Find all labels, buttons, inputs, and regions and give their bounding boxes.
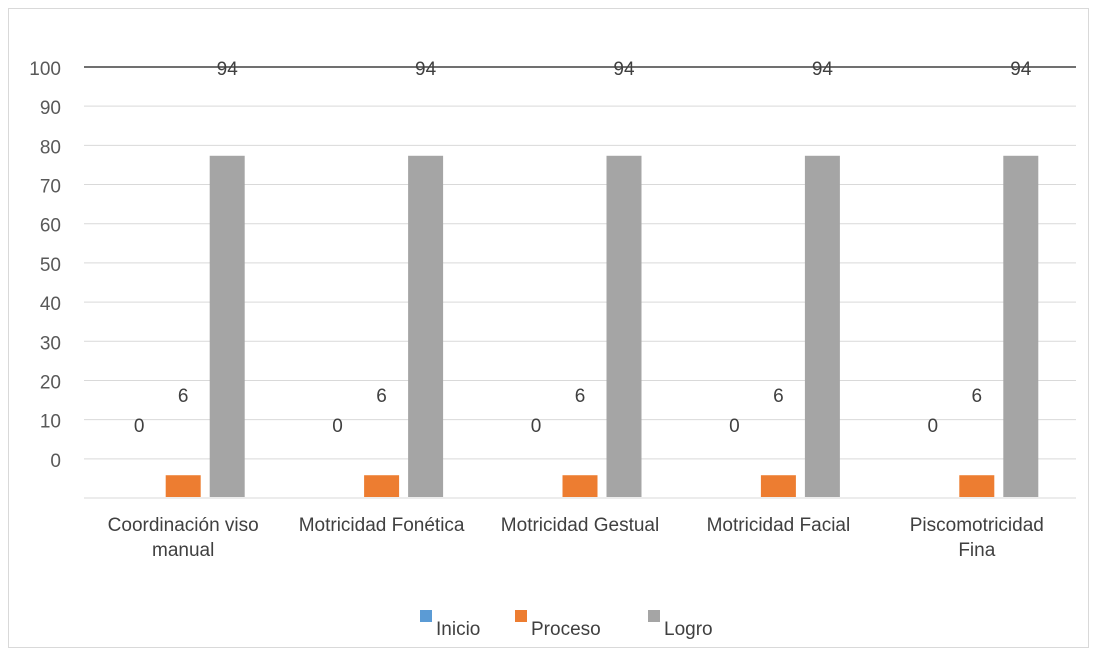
- data-label-inicio: 0: [134, 416, 145, 437]
- bars: [165, 155, 1039, 497]
- data-label-inicio: 0: [928, 416, 939, 437]
- bar-logro: [606, 155, 642, 497]
- data-label-logro: 94: [415, 59, 437, 80]
- x-category-label: Motricidad Facial: [707, 515, 851, 536]
- x-category-label: Motricidad Fonética: [299, 515, 465, 536]
- chart-frame: 0 10 20 30 40 50 60 70 80 90 100 0 6 94 0 6 94 0 6 94 0 6 94 0…: [8, 8, 1089, 648]
- legend-swatch-inicio: [420, 610, 432, 622]
- gridlines: [84, 66, 1076, 499]
- legend: Inicio Proceso Logro: [420, 610, 713, 640]
- data-label-proceso: 6: [773, 386, 784, 407]
- x-category-label: Motricidad Gestual: [501, 515, 659, 536]
- y-tick-label: 30: [40, 333, 61, 354]
- data-label-logro: 94: [613, 59, 635, 80]
- y-tick-label: 0: [50, 451, 61, 472]
- y-tick-label: 10: [40, 412, 61, 433]
- data-label-logro: 94: [217, 59, 239, 80]
- data-label-proceso: 6: [376, 386, 387, 407]
- data-label-proceso: 6: [575, 386, 586, 407]
- y-axis-ticks: 0 10 20 30 40 50 60 70 80 90 100: [29, 59, 61, 472]
- y-tick-label: 70: [40, 177, 61, 198]
- category-labels: Coordinación viso manual Motricidad Fonéti…: [108, 515, 1044, 561]
- legend-label-inicio: Inicio: [436, 619, 480, 640]
- y-tick-label: 100: [29, 59, 61, 80]
- legend-label-logro: Logro: [664, 619, 713, 640]
- data-label-inicio: 0: [729, 416, 740, 437]
- y-tick-label: 60: [40, 216, 61, 237]
- y-tick-label: 50: [40, 255, 61, 276]
- x-category-label: Coordinación viso: [108, 515, 259, 536]
- y-tick-label: 80: [40, 137, 61, 158]
- x-category-label: Piscomotricidad: [910, 515, 1044, 536]
- y-tick-label: 40: [40, 294, 61, 315]
- legend-swatch-proceso: [515, 610, 527, 622]
- bar-proceso: [760, 475, 796, 497]
- bar-logro: [804, 155, 840, 497]
- bar-proceso: [165, 475, 201, 497]
- bar-logro: [209, 155, 245, 497]
- data-label-logro: 94: [1010, 59, 1032, 80]
- data-label-proceso: 6: [178, 386, 189, 407]
- x-category-label: manual: [152, 540, 214, 561]
- y-tick-label: 90: [40, 98, 61, 119]
- legend-label-proceso: Proceso: [531, 619, 601, 640]
- data-label-inicio: 0: [531, 416, 542, 437]
- legend-swatch-logro: [648, 610, 660, 622]
- data-labels: 0 6 94 0 6 94 0 6 94 0 6 94 0 6 94: [134, 59, 1032, 437]
- data-label-proceso: 6: [972, 386, 983, 407]
- data-label-inicio: 0: [332, 416, 343, 437]
- bar-logro: [408, 155, 444, 497]
- data-label-logro: 94: [812, 59, 834, 80]
- bar-proceso: [364, 475, 400, 497]
- bar-proceso: [959, 475, 995, 497]
- bar-logro: [1003, 155, 1039, 497]
- x-category-label: Fina: [958, 540, 995, 561]
- y-tick-label: 20: [40, 372, 61, 393]
- bar-proceso: [562, 475, 598, 497]
